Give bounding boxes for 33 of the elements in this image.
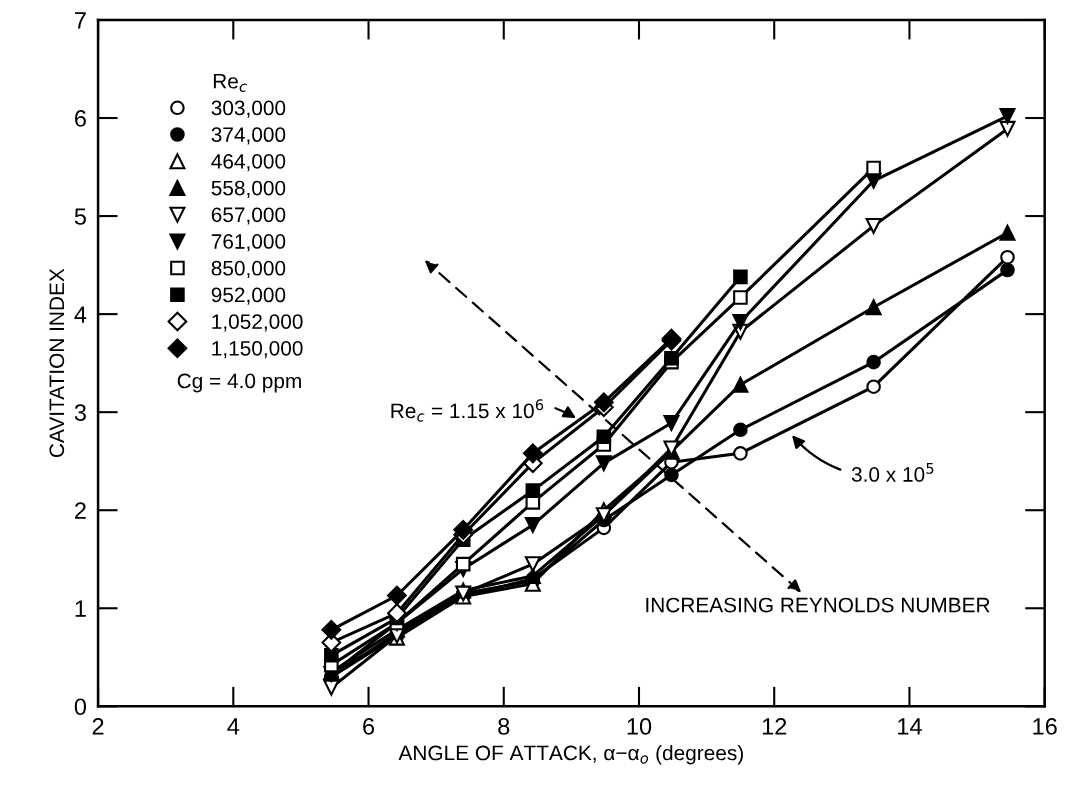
annotation: 3.0 x 10$^{5}$ [851, 463, 934, 482]
x-tick-label: 10 [627, 718, 652, 735]
y-tick-label: 1 [75, 600, 86, 617]
y-tick-label: 7 [75, 12, 86, 29]
legend-label: 657,000 [211, 207, 286, 225]
x-tick-label: 14 [898, 718, 922, 735]
x-tick-label: 4 [227, 718, 240, 735]
x-tick-label: 2 [92, 718, 104, 735]
legend-label: 303,000 [211, 100, 286, 118]
y-tick-label: 0 [74, 698, 87, 716]
legend-label: 761,000 [211, 234, 286, 252]
annotation: Cg = 4.0 ppm [177, 373, 301, 393]
legend-label: 558,000 [211, 180, 286, 198]
y-axis-title: CAVITATION INDEX [49, 268, 65, 458]
x-tick-label: 12 [762, 718, 787, 735]
legend-label: 464,000 [211, 153, 286, 172]
x-tick-label: 6 [363, 718, 375, 735]
y-tick-label: 4 [74, 306, 87, 323]
legend-label: 1,052,000 [212, 314, 303, 332]
x-tick-label: 8 [498, 718, 510, 735]
legend-title: Re$_{c}$ [213, 74, 247, 92]
legend-label: 374,000 [211, 127, 286, 145]
y-tick-label: 3 [74, 404, 86, 421]
annotation: INCREASING REYNOLDS NUMBER [646, 597, 990, 613]
legend-label: 850,000 [211, 260, 286, 279]
x-axis-title: ANGLE OF ATTACK, α−α$_{o}$ (degrees) [398, 744, 743, 765]
legend-label: 952,000 [211, 287, 286, 305]
annotation: Re$_{c}$ = 1.15 x 10$^{6}$ [391, 399, 544, 422]
y-tick-label: 2 [75, 502, 86, 519]
legend-label: 1,150,000 [212, 340, 303, 359]
y-tick-label: 6 [75, 110, 86, 127]
y-tick-label: 5 [74, 208, 86, 225]
x-tick-label: 16 [1033, 718, 1057, 735]
